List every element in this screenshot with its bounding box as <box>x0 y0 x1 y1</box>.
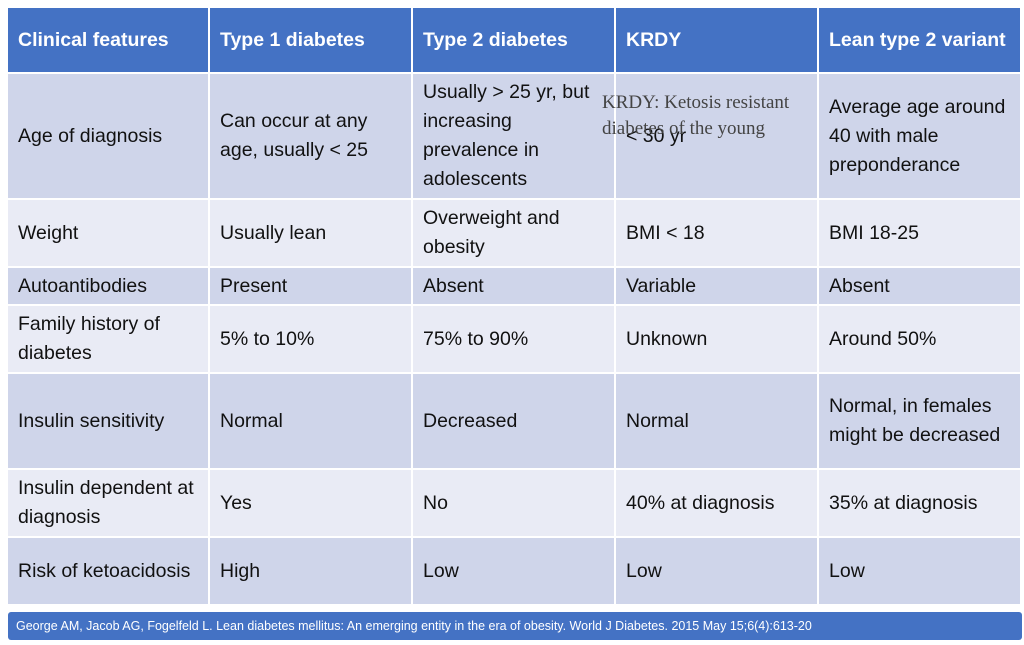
table-cell: Average age around 40 with male preponde… <box>819 74 1022 200</box>
table-cell: Usually > 25 yr, but increasing prevalen… <box>413 74 616 200</box>
table-cell: Autoantibodies <box>8 268 210 306</box>
table-cell: Around 50% <box>819 306 1022 374</box>
table-cell: Can occur at any age, usually < 25 <box>210 74 413 200</box>
table-cell: Normal, in females might be decreased <box>819 374 1022 470</box>
table-cell: Decreased <box>413 374 616 470</box>
table-cell: Insulin dependent at diagnosis <box>8 470 210 538</box>
table-cell: Low <box>616 538 819 606</box>
table-cell: Low <box>819 538 1022 606</box>
table-cell: High <box>210 538 413 606</box>
table-cell: Absent <box>819 268 1022 306</box>
table-cell: No <box>413 470 616 538</box>
table-cell: Yes <box>210 470 413 538</box>
table-cell: BMI 18-25 <box>819 200 1022 268</box>
header-cell: Lean type 2 variant <box>819 8 1022 74</box>
table-cell: Variable <box>616 268 819 306</box>
footer: George AM, Jacob AG, Fogelfeld L. Lean d… <box>8 612 1022 640</box>
table-cell: Present <box>210 268 413 306</box>
table-cell: Low <box>413 538 616 606</box>
table-cell: 35% at diagnosis <box>819 470 1022 538</box>
table-cell: Overweight and obesity <box>413 200 616 268</box>
header-cell: Clinical features <box>8 8 210 74</box>
header-cell: Type 1 diabetes <box>210 8 413 74</box>
table-cell: 40% at diagnosis <box>616 470 819 538</box>
table-cell: 75% to 90% <box>413 306 616 374</box>
table-cell: Risk of ketoacidosis <box>8 538 210 606</box>
table-cell: Normal <box>616 374 819 470</box>
annotation: KRDY: Ketosis resistant diabetes of the … <box>602 92 790 139</box>
table-cell: Normal <box>210 374 413 470</box>
table-cell: < 30 yr <box>616 74 819 200</box>
header-cell: Type 2 diabetes <box>413 8 616 74</box>
table-cell: Absent <box>413 268 616 306</box>
table-cell: Family history of diabetes <box>8 306 210 374</box>
table-cell: Age of diagnosis <box>8 74 210 200</box>
table-cell: 5% to 10% <box>210 306 413 374</box>
table-cell: BMI < 18 <box>616 200 819 268</box>
table-cell: Weight <box>8 200 210 268</box>
header-cell: KRDY <box>616 8 819 74</box>
table-cell: Insulin sensitivity <box>8 374 210 470</box>
table-cell: Usually lean <box>210 200 413 268</box>
table-cell: Unknown <box>616 306 819 374</box>
